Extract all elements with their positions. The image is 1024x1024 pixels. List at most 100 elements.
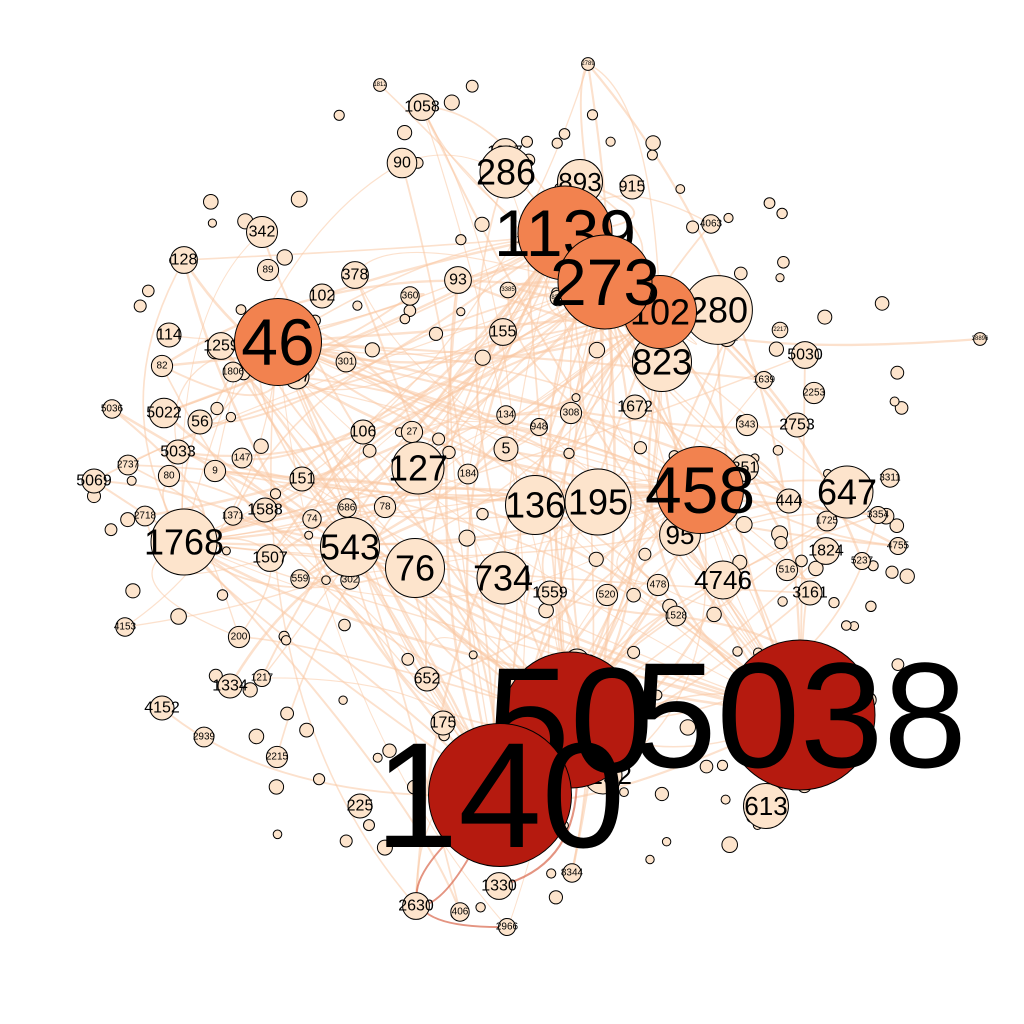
minor-node	[627, 645, 641, 659]
node-circle	[581, 57, 595, 71]
node-circle	[149, 695, 175, 721]
node-label: 78	[379, 502, 391, 513]
node-label: 652	[414, 671, 441, 688]
node-label: 342	[249, 224, 276, 241]
node-circle	[217, 673, 243, 699]
node-circle	[234, 298, 322, 386]
node-label: 9	[212, 466, 218, 477]
node-circle	[812, 537, 840, 565]
node-circle	[117, 454, 139, 476]
minor-node	[242, 682, 258, 698]
node-label: 1330	[481, 878, 517, 895]
node-label: 5038	[633, 631, 967, 799]
node-circle	[816, 510, 838, 532]
graph-node: 1330	[481, 872, 517, 900]
graph-node: 2217	[771, 321, 789, 339]
node-circle	[880, 468, 900, 488]
edge	[277, 340, 899, 548]
graph-node: 1559	[532, 580, 568, 606]
minor-node	[654, 786, 670, 802]
minor-node	[777, 256, 790, 269]
node-circle	[853, 552, 871, 570]
minor-node	[170, 608, 187, 625]
graph-node: 1334	[212, 673, 248, 699]
minor-node	[142, 284, 155, 298]
minor-node	[399, 313, 411, 325]
minor-node	[777, 596, 788, 607]
minor-node	[475, 902, 486, 913]
node-label: 184	[460, 469, 477, 480]
minor-node	[280, 635, 292, 646]
node-label: 140	[375, 711, 625, 879]
graph-node: 308	[559, 401, 583, 425]
node-label: 106	[350, 424, 377, 441]
node-circle	[701, 214, 721, 234]
minor-node	[442, 445, 456, 460]
minor-node	[458, 529, 476, 547]
minor-node	[645, 135, 661, 151]
node-circle	[335, 351, 357, 373]
node-label: 343	[739, 420, 756, 431]
edge	[163, 412, 801, 717]
node-label: 5033	[160, 444, 196, 461]
node-label: 1725	[816, 516, 839, 527]
minor-node	[276, 249, 293, 266]
node-label: 5069	[76, 473, 112, 490]
graph-node: 134	[496, 405, 516, 425]
minor-node	[675, 184, 686, 194]
graph-node: 1806	[222, 361, 245, 383]
graph-node: 140	[375, 711, 625, 879]
node-label: 2737	[117, 460, 140, 471]
minor-node	[558, 128, 571, 140]
edge	[111, 407, 801, 717]
node-label: 686	[339, 503, 356, 514]
graph-node: 76	[385, 538, 445, 598]
node-circle	[476, 551, 530, 605]
minor-node	[125, 583, 141, 599]
node-circle	[373, 495, 397, 519]
graph-node: 74	[302, 509, 322, 529]
minor-node	[338, 695, 348, 705]
graph-node: 516	[775, 558, 799, 582]
node-circle	[430, 710, 456, 736]
node-circle	[564, 468, 632, 536]
graph-node: 102	[309, 283, 335, 309]
edge	[277, 341, 746, 469]
graph-node: 136	[505, 475, 565, 535]
minor-node	[401, 652, 415, 666]
node-circle	[797, 580, 823, 606]
node-circle	[530, 418, 548, 436]
node-circle	[703, 560, 743, 600]
graph-node: 378	[341, 261, 369, 289]
graph-node: 5030	[787, 341, 823, 369]
graph-node: 3161	[792, 580, 828, 606]
graph-node: 2718	[134, 505, 157, 527]
node-label: 27	[406, 427, 418, 438]
node-label: 2789	[581, 61, 595, 67]
node-label: 543	[320, 527, 380, 568]
minor-node	[706, 606, 722, 623]
node-label: 82	[156, 361, 168, 372]
node-circle	[408, 93, 436, 121]
graph-node: 2939	[193, 726, 216, 748]
node-circle	[373, 78, 387, 92]
node-circle	[320, 517, 380, 577]
minor-node	[546, 868, 557, 879]
node-circle	[227, 625, 251, 649]
graph-node: 280	[683, 275, 753, 345]
node-label: 302	[342, 575, 359, 586]
node-label: 200	[231, 632, 248, 643]
graph-node: 90	[386, 147, 418, 179]
node-label: 2718	[134, 511, 157, 522]
node-label: 1058	[404, 99, 440, 116]
graph-node: 1217	[251, 669, 274, 687]
node-label: 647	[817, 472, 877, 513]
node-label: 2217	[773, 327, 787, 333]
graph-node: 8344	[561, 863, 584, 883]
minor-node	[364, 342, 380, 358]
minor-node	[338, 618, 351, 632]
minor-node	[465, 79, 479, 93]
node-circle	[203, 459, 227, 483]
minor-node	[120, 512, 136, 528]
edge	[277, 341, 677, 618]
